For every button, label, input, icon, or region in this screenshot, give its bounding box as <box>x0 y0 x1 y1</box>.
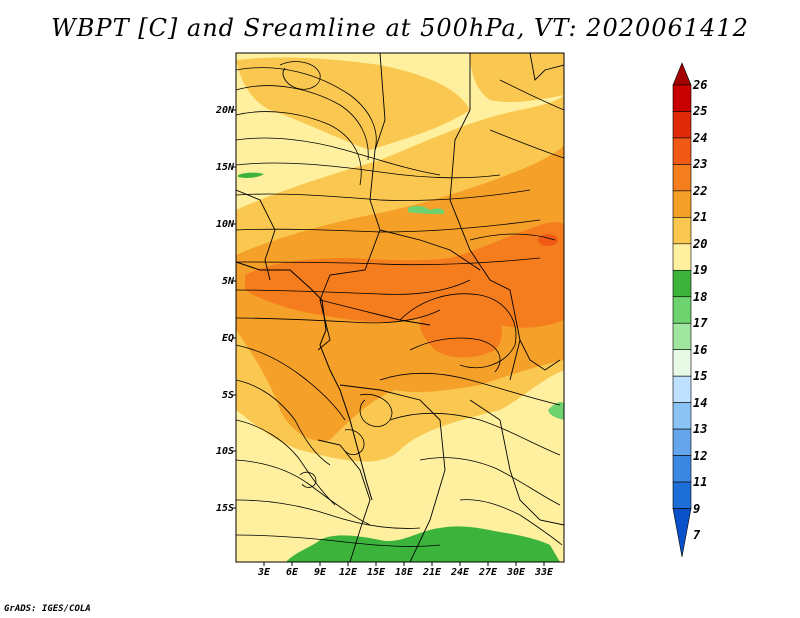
colorbar-label: 11 <box>693 475 708 490</box>
x-axis-label-6e: 6E <box>285 567 299 578</box>
colorbar-label: 25 <box>693 104 708 119</box>
wbpt-18c-south <box>286 526 560 562</box>
colorbar-label: 13 <box>693 422 708 437</box>
y-axis-label-5n: 5N <box>221 276 234 287</box>
colorbar-label: 12 <box>693 448 708 463</box>
colorbar-label: 22 <box>693 183 708 198</box>
colorbar-bottom-arrow <box>672 508 692 558</box>
y-axis-label-15n: 15N <box>215 162 234 173</box>
colorbar-segment <box>672 481 692 509</box>
colorbar-segment <box>672 111 692 139</box>
x-axis-label-15e: 15E <box>366 567 386 578</box>
colorbar-segment <box>672 428 692 456</box>
x-axis-label-18e: 18E <box>394 567 414 578</box>
x-axis-label-24e: 24E <box>450 567 470 578</box>
colorbar-segment <box>672 164 692 192</box>
colorbar-label: 15 <box>693 369 708 384</box>
x-axis-label-30e: 30E <box>506 567 526 578</box>
colorbar-label: 16 <box>693 342 708 357</box>
wbpt-18c-east <box>548 402 564 420</box>
x-axis-label-21e: 21E <box>422 567 442 578</box>
colorbar-segment <box>672 322 692 351</box>
wbpt-18c-west <box>238 172 264 178</box>
colorbar-label: 24 <box>693 130 708 145</box>
y-axis-label-10n: 10N <box>215 219 234 230</box>
colorbar <box>672 62 692 558</box>
colorbar-segment <box>672 217 692 245</box>
colorbar-label: 9 <box>693 501 701 516</box>
colorbar-label: 21 <box>693 210 708 225</box>
x-axis-label-3e: 3E <box>257 567 271 578</box>
colorbar-segment <box>672 269 692 298</box>
colorbar-segment <box>672 349 692 377</box>
colorbar-segment <box>672 455 692 483</box>
x-axis-label-33e: 33E <box>534 567 554 578</box>
y-axis-label-10s: 10S <box>215 446 234 457</box>
wbpt-22c-blob <box>419 303 502 358</box>
x-ticks <box>263 562 545 566</box>
colorbar-segment <box>672 402 692 430</box>
colorbar-label: 23 <box>693 157 708 172</box>
wbpt-18c-center <box>408 205 445 214</box>
colorbar-label: 19 <box>693 263 708 278</box>
colorbar-label: 7 <box>693 528 701 542</box>
grads-credit: GrADS: IGES/COLA <box>4 604 91 614</box>
colorbar-label: 20 <box>693 236 708 251</box>
colorbar-label: 26 <box>693 78 708 92</box>
colorbar-label: 18 <box>693 289 708 304</box>
map-frame <box>235 52 565 563</box>
x-axis-label-9e: 9E <box>313 567 327 578</box>
colorbar-segment <box>672 243 692 271</box>
wbpt-20c-east <box>470 53 564 103</box>
y-axis-label-15s: 15S <box>215 503 234 514</box>
colorbar-label: 14 <box>693 395 708 410</box>
x-axis-label-27e: 27E <box>478 567 498 578</box>
map-panel <box>236 53 564 562</box>
colorbar-segment <box>672 137 692 165</box>
colorbar-segment <box>672 190 692 218</box>
colorbar-label: 17 <box>693 316 708 331</box>
wbpt-20c-north <box>236 57 470 150</box>
colorbar-segment <box>672 296 692 324</box>
streamlines <box>236 61 564 547</box>
y-axis-label-5s: 5S <box>221 390 234 401</box>
y-axis-label-20n: 20N <box>215 105 234 116</box>
colorbar-segment <box>672 375 692 403</box>
x-axis-label-12e: 12E <box>338 567 358 578</box>
colorbar-segment <box>672 84 692 112</box>
chart-title: WBPT [C] and Sreamline at 500hPa, VT: 20… <box>51 14 749 42</box>
y-axis-label-eq: EQ <box>221 333 234 344</box>
y-ticks <box>232 109 236 509</box>
coastline <box>236 261 373 501</box>
colorbar-top-arrow <box>672 62 692 86</box>
